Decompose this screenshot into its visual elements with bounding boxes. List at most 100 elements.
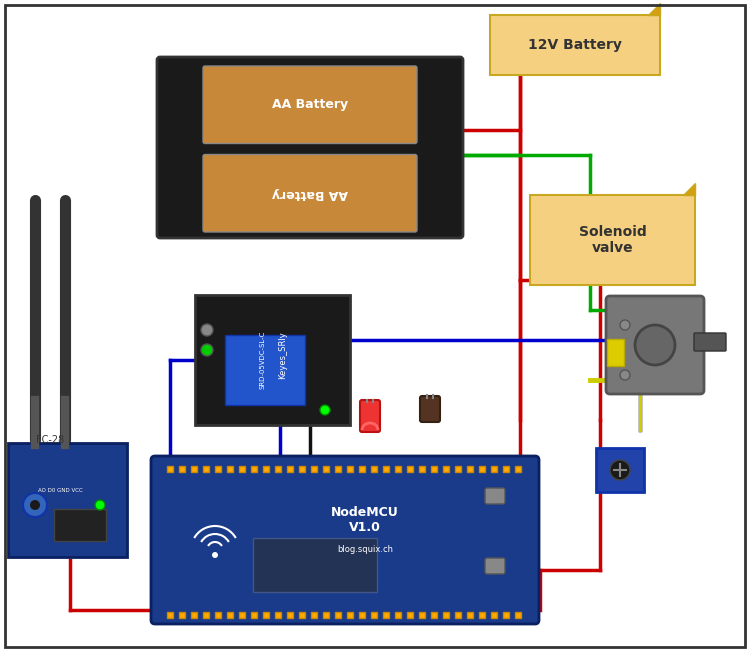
FancyBboxPatch shape xyxy=(596,448,644,492)
Bar xyxy=(515,466,521,472)
Bar xyxy=(503,612,509,618)
FancyBboxPatch shape xyxy=(485,558,505,574)
Text: AO D0 GND VCC: AO D0 GND VCC xyxy=(38,488,82,492)
Bar xyxy=(371,612,377,618)
FancyBboxPatch shape xyxy=(485,488,505,504)
Bar xyxy=(503,466,509,472)
Bar xyxy=(383,466,389,472)
Text: NodeMCU
V1.0: NodeMCU V1.0 xyxy=(332,506,399,534)
Bar xyxy=(491,612,497,618)
FancyBboxPatch shape xyxy=(420,396,440,422)
Bar xyxy=(347,612,353,618)
FancyBboxPatch shape xyxy=(607,339,624,366)
Bar xyxy=(467,466,473,472)
Bar xyxy=(215,466,221,472)
Bar xyxy=(299,612,305,618)
Bar xyxy=(455,466,461,472)
FancyBboxPatch shape xyxy=(225,335,305,405)
Bar xyxy=(419,612,425,618)
FancyBboxPatch shape xyxy=(195,295,350,425)
Circle shape xyxy=(23,493,47,517)
Bar xyxy=(479,612,485,618)
FancyBboxPatch shape xyxy=(606,296,704,394)
Bar xyxy=(407,612,413,618)
Text: FC-28: FC-28 xyxy=(36,435,64,445)
Circle shape xyxy=(201,344,213,356)
Bar xyxy=(359,612,365,618)
Bar xyxy=(275,466,281,472)
Circle shape xyxy=(620,370,630,380)
Bar xyxy=(491,466,497,472)
FancyBboxPatch shape xyxy=(203,155,417,232)
Bar xyxy=(359,466,365,472)
Bar xyxy=(263,466,269,472)
Bar xyxy=(263,612,269,618)
Bar xyxy=(251,466,257,472)
Bar xyxy=(479,466,485,472)
FancyBboxPatch shape xyxy=(360,400,380,432)
Bar xyxy=(347,466,353,472)
Bar xyxy=(419,466,425,472)
FancyBboxPatch shape xyxy=(530,195,695,285)
Text: SRD-05VDC-SL-C: SRD-05VDC-SL-C xyxy=(260,331,266,389)
Circle shape xyxy=(620,320,630,330)
Bar xyxy=(383,612,389,618)
Bar xyxy=(443,612,449,618)
Bar xyxy=(179,466,185,472)
Circle shape xyxy=(95,500,105,510)
Bar xyxy=(179,612,185,618)
Bar xyxy=(215,612,221,618)
Polygon shape xyxy=(648,3,660,15)
Bar xyxy=(251,612,257,618)
Bar xyxy=(311,612,317,618)
FancyBboxPatch shape xyxy=(490,15,660,75)
Bar xyxy=(239,466,245,472)
Bar xyxy=(431,612,437,618)
Bar xyxy=(515,612,521,618)
Text: Keyes_SRly: Keyes_SRly xyxy=(278,331,287,379)
Bar xyxy=(203,466,209,472)
Text: blog.squix.ch: blog.squix.ch xyxy=(337,546,393,554)
Text: AA Battery: AA Battery xyxy=(272,186,348,200)
FancyBboxPatch shape xyxy=(54,509,106,541)
Bar xyxy=(323,612,329,618)
Bar xyxy=(335,466,341,472)
Bar xyxy=(287,612,293,618)
Bar xyxy=(275,612,281,618)
Circle shape xyxy=(201,324,213,336)
Bar xyxy=(227,466,233,472)
Bar xyxy=(191,466,197,472)
FancyBboxPatch shape xyxy=(151,456,539,624)
Bar xyxy=(371,466,377,472)
Bar xyxy=(227,612,233,618)
Circle shape xyxy=(635,325,675,365)
FancyBboxPatch shape xyxy=(157,57,463,238)
Bar xyxy=(323,466,329,472)
Text: Solenoid
valve: Solenoid valve xyxy=(579,225,646,255)
Bar xyxy=(335,612,341,618)
FancyBboxPatch shape xyxy=(694,333,726,351)
Bar xyxy=(431,466,437,472)
FancyBboxPatch shape xyxy=(8,443,127,557)
Bar xyxy=(239,612,245,618)
Bar xyxy=(167,466,173,472)
Bar xyxy=(299,466,305,472)
Bar xyxy=(395,612,401,618)
Text: AA Battery: AA Battery xyxy=(272,98,348,111)
Text: 12V Battery: 12V Battery xyxy=(528,38,622,52)
Circle shape xyxy=(610,460,630,480)
Bar xyxy=(191,612,197,618)
Bar xyxy=(455,612,461,618)
Bar xyxy=(407,466,413,472)
Bar xyxy=(467,612,473,618)
FancyBboxPatch shape xyxy=(253,538,377,592)
Bar xyxy=(443,466,449,472)
Bar xyxy=(203,612,209,618)
FancyBboxPatch shape xyxy=(203,66,417,143)
Bar xyxy=(311,466,317,472)
Polygon shape xyxy=(683,183,695,195)
Bar xyxy=(287,466,293,472)
Circle shape xyxy=(30,500,40,510)
Circle shape xyxy=(212,552,218,558)
Bar xyxy=(395,466,401,472)
